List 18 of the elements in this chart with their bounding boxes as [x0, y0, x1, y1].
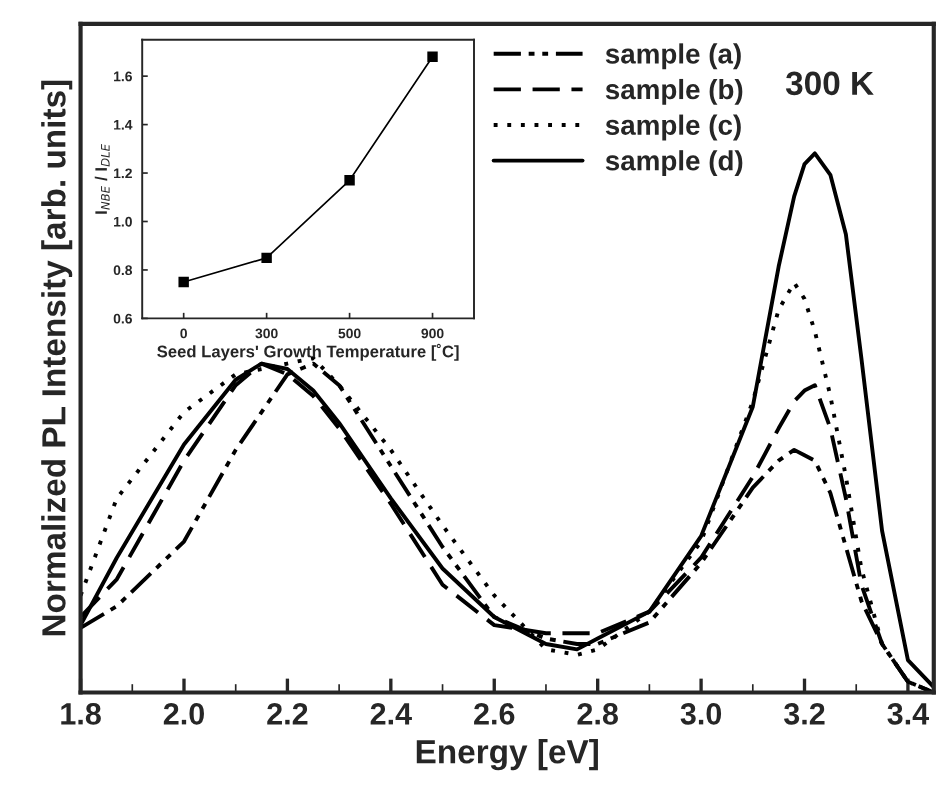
x-axis-title: Seed Layers' Growth Temperature [˚C] [157, 343, 459, 361]
x-tick-label: 2.2 [267, 703, 308, 725]
legend-label: sample (a) [605, 43, 741, 70]
x-tick-label: 3.0 [680, 703, 722, 725]
x-tick-label: 2.8 [577, 703, 618, 725]
x-axis-title: Energy [eV] [416, 739, 598, 771]
x-tick-label: 1.8 [61, 703, 101, 725]
y-axis-title: I$_{NBE}$ / I$_{DLE}$ [94, 143, 110, 214]
x-tick-label: 2.0 [163, 703, 204, 725]
legend-label: sample (d) [605, 150, 743, 177]
x-tick-label: 2.6 [474, 703, 515, 725]
x-tick-label: 2.4 [370, 703, 412, 725]
y-axis-title: Normalized PL Intensity [arb. units] [41, 80, 73, 636]
x-tick-label: 3.4 [887, 703, 929, 725]
text: 300 K [785, 71, 874, 96]
legend-label: sample (c) [605, 114, 741, 141]
legend-label: sample (b) [605, 78, 743, 105]
x-tick-label: 3.2 [783, 703, 825, 725]
